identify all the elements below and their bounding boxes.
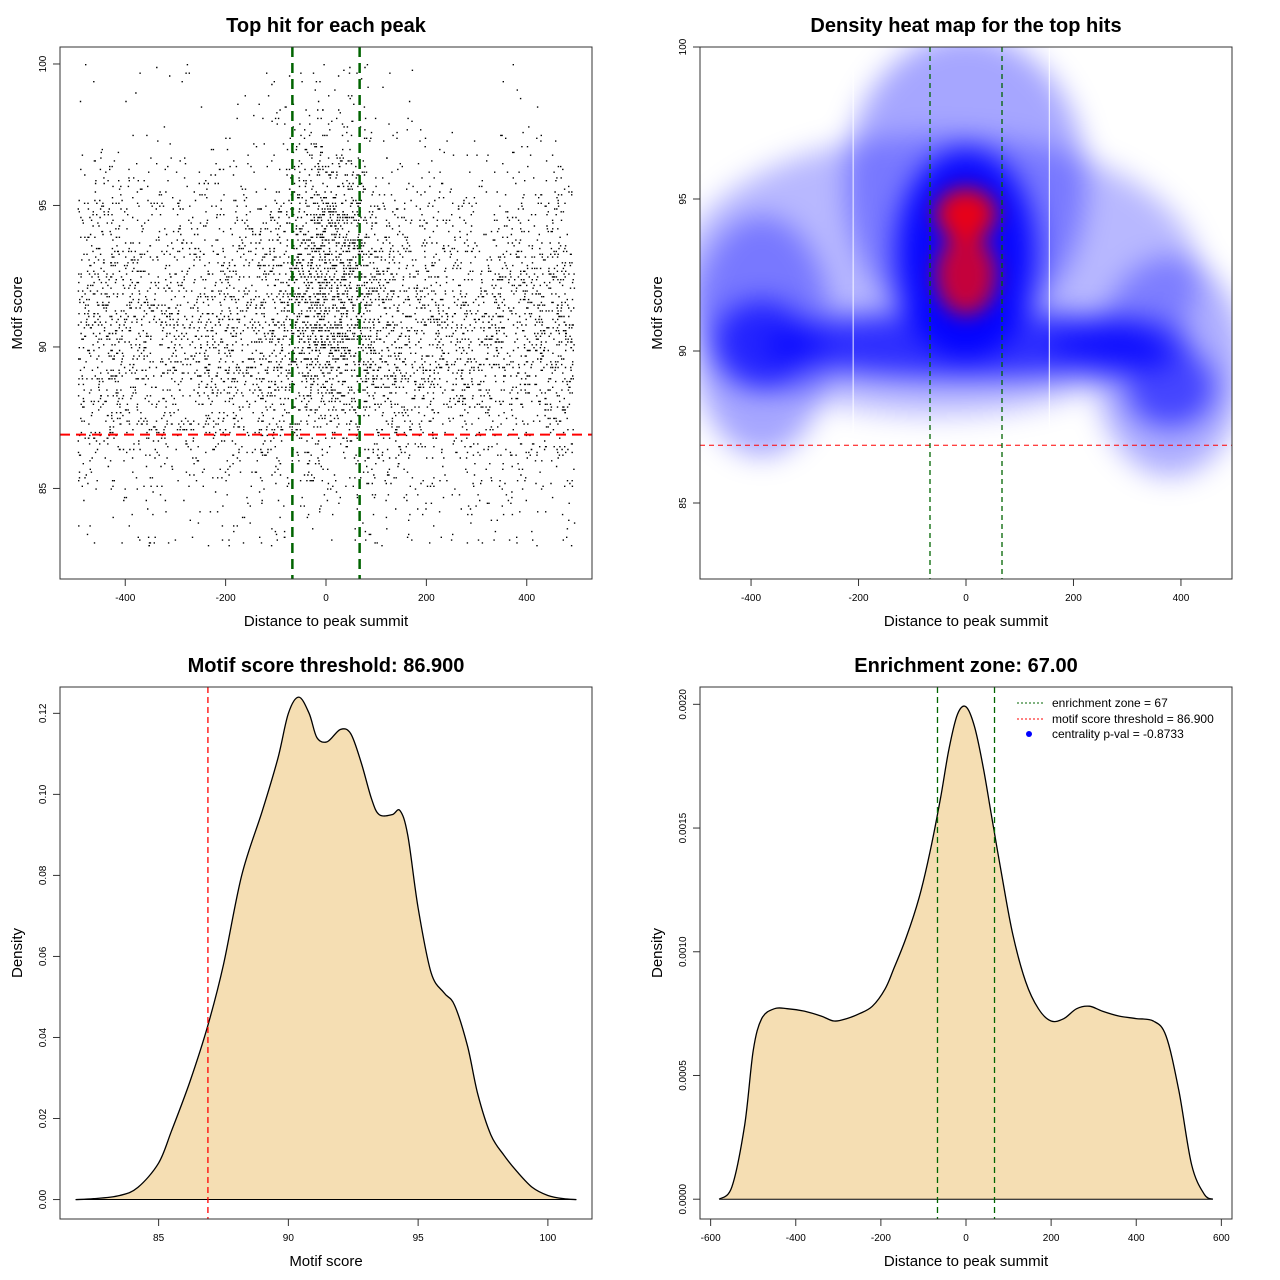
legend-swatch-centrality — [1026, 731, 1032, 737]
panel-title-density-distance: Enrichment zone: 67.00 — [854, 655, 1077, 677]
panel-density-score: Motif score threshold: 86.900 85 90 95 100 0… — [9, 655, 593, 1270]
y-axis-label-scatter: Motif score — [9, 276, 26, 349]
y-tick-label-density-distance: 0.0000 — [678, 1183, 689, 1214]
panel-title-density-score: Motif score threshold: 86.900 — [188, 655, 465, 677]
heatmap-overlays — [700, 47, 1232, 579]
x-axis-label-heatmap: Distance to peak summit — [884, 613, 1049, 630]
y-tick-label-scatter: 95 — [38, 199, 49, 211]
y-axis-label-density-distance: Density — [649, 927, 666, 978]
scatter-overlays — [60, 47, 592, 579]
y-tick-label-density-score: 0.12 — [38, 703, 49, 723]
legend-label-threshold: motif score threshold = 86.900 — [1052, 712, 1214, 726]
density-area — [75, 697, 577, 1200]
legend-label-enrichment: enrichment zone = 67 — [1052, 696, 1168, 710]
panel-scatter: Top hit for each peak -400 -200 0 200 400 85 9… — [9, 15, 593, 630]
density-area — [719, 706, 1213, 1200]
density-distance-plot — [718, 687, 1214, 1219]
x-tick-label-scatter: -200 — [216, 593, 236, 604]
scatter-points — [77, 64, 576, 547]
x-tick-label-density-score: 100 — [540, 1233, 557, 1244]
y-tick-label-heatmap: 85 — [678, 497, 689, 509]
axes-heatmap: -400 -200 0 200 400 85 90 95 100 — [678, 38, 1190, 604]
legend-label-centrality: centrality p-val = -0.8733 — [1052, 727, 1184, 741]
x-tick-label-scatter: 200 — [418, 593, 435, 604]
y-tick-label-scatter: 100 — [38, 55, 49, 72]
density-curve — [718, 705, 1214, 1200]
axes-scatter: -400 -200 0 200 400 85 90 95 100 — [38, 55, 536, 604]
axes-density-score: 85 90 95 100 0.00 0.02 0.04 0.06 0.08 0.10 0.12 — [38, 703, 557, 1244]
x-tick-label-scatter: -400 — [115, 593, 135, 604]
x-tick-label-heatmap: 200 — [1065, 593, 1082, 604]
x-tick-label-scatter: 400 — [518, 593, 535, 604]
legend: enrichment zone = 67 motif score thresho… — [1017, 696, 1214, 741]
x-tick-label-density-distance: -200 — [871, 1233, 891, 1244]
heat-blob — [713, 299, 810, 390]
y-tick-label-density-distance: 0.0010 — [678, 936, 689, 967]
x-tick-label-heatmap: -200 — [849, 593, 869, 604]
x-tick-label-density-distance: 400 — [1128, 1233, 1145, 1244]
y-tick-label-density-distance: 0.0015 — [678, 812, 689, 843]
x-tick-label-density-distance: 600 — [1213, 1233, 1230, 1244]
x-tick-label-scatter: 0 — [323, 593, 329, 604]
y-tick-label-density-score: 0.04 — [38, 1027, 49, 1047]
x-tick-label-density-score: 95 — [413, 1233, 425, 1244]
y-axis-label-heatmap: Motif score — [649, 276, 666, 349]
y-tick-label-density-score: 0.10 — [38, 784, 49, 804]
y-tick-label-density-distance: 0.0020 — [678, 689, 689, 720]
y-tick-label-heatmap: 90 — [678, 345, 689, 357]
y-axis-label-density-score: Density — [9, 927, 26, 978]
x-tick-label-heatmap: -400 — [741, 593, 761, 604]
y-tick-label-density-score: 0.00 — [38, 1189, 49, 1209]
x-tick-label-density-distance: 200 — [1043, 1233, 1060, 1244]
y-tick-label-heatmap: 100 — [678, 38, 689, 55]
x-axis-label-density-distance: Distance to peak summit — [884, 1253, 1049, 1270]
y-tick-label-density-score: 0.06 — [38, 946, 49, 966]
panel-heatmap: Density heat map for the top hits -400 -2… — [649, 15, 1233, 630]
heatmap-density-blobs — [700, 47, 1232, 477]
y-tick-label-scatter: 85 — [38, 482, 49, 494]
scatter-point-cloud — [77, 64, 576, 547]
y-tick-label-density-score: 0.02 — [38, 1108, 49, 1128]
density-curve — [75, 696, 577, 1201]
density-score-plot — [75, 687, 577, 1219]
x-tick-label-density-score: 85 — [153, 1233, 165, 1244]
x-axis-label-density-score: Motif score — [289, 1253, 362, 1270]
x-tick-label-density-distance: -600 — [701, 1233, 721, 1244]
x-axis-label-scatter: Distance to peak summit — [244, 613, 409, 630]
y-tick-label-density-distance: 0.0005 — [678, 1060, 689, 1091]
axes-density-distance: -600 -400 -200 0 200 400 600 0.0000 0.0005 0.0010… — [678, 689, 1230, 1244]
heatmap-area — [700, 47, 1232, 579]
x-tick-label-heatmap: 400 — [1173, 593, 1190, 604]
x-tick-label-heatmap: 0 — [963, 593, 969, 604]
panel-title-scatter: Top hit for each peak — [226, 15, 427, 37]
y-tick-label-density-score: 0.08 — [38, 865, 49, 885]
heat-hotspot — [936, 235, 996, 315]
panel-density-distance: Enrichment zone: 67.00 -600 -400 -200 0 200 4… — [649, 655, 1233, 1270]
y-tick-label-scatter: 90 — [38, 341, 49, 353]
x-tick-label-density-score: 90 — [283, 1233, 295, 1244]
heat-hotspot — [936, 188, 996, 241]
heat-hotspots — [936, 188, 996, 315]
x-tick-label-density-distance: -400 — [786, 1233, 806, 1244]
heat-blob — [766, 310, 1166, 379]
heat-blob — [1051, 316, 1192, 373]
y-tick-label-heatmap: 95 — [678, 193, 689, 205]
panel-title-heatmap: Density heat map for the top hits — [810, 15, 1121, 37]
x-tick-label-density-distance: 0 — [963, 1233, 969, 1244]
